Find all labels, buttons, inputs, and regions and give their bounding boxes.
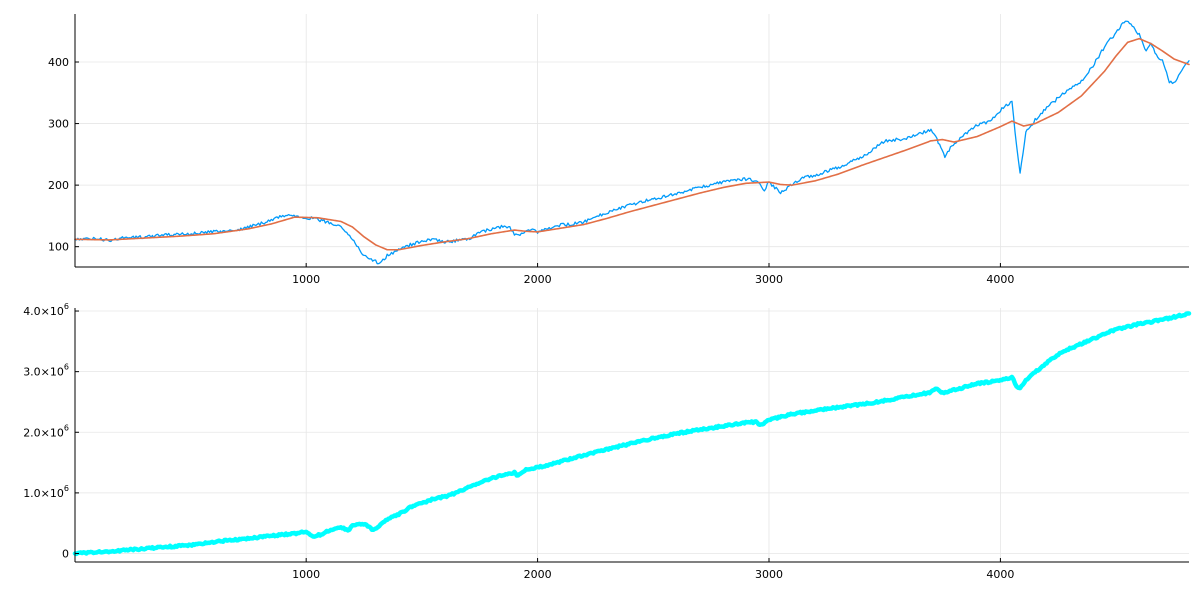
series-line-2 (74, 37, 1190, 251)
y-tick-label: 400 (48, 56, 69, 69)
y-tick-label: 100 (48, 241, 69, 254)
price-panel: 1000 2000 3000 4000 100 200 300 400 (48, 14, 1190, 286)
x-tick-label: 1000 (292, 568, 320, 581)
series-line-1 (74, 20, 1190, 265)
x-tick-label: 2000 (524, 273, 552, 286)
y-tick-label: 4.0×106 (23, 302, 69, 318)
x-tick-label: 2000 (524, 568, 552, 581)
x-tick-label: 4000 (986, 568, 1014, 581)
x-tick-label: 4000 (986, 273, 1014, 286)
y-tick-label: 2.0×106 (23, 423, 69, 439)
y-tick-label: 300 (48, 118, 69, 131)
y-tick-label: 200 (48, 179, 69, 192)
y-tick-label: 0 (62, 548, 69, 561)
equity-panel: 1000 2000 3000 4000 0 1.0×106 2.0×106 3.0×106 4.… (23, 302, 1192, 581)
y-tick-label: 1.0×106 (23, 484, 69, 500)
x-tick-label: 1000 (292, 273, 320, 286)
x-tick-label: 3000 (755, 273, 783, 286)
y-tick-label: 3.0×106 (23, 363, 69, 379)
series-line-1 (72, 311, 1192, 557)
x-tick-label: 3000 (755, 568, 783, 581)
